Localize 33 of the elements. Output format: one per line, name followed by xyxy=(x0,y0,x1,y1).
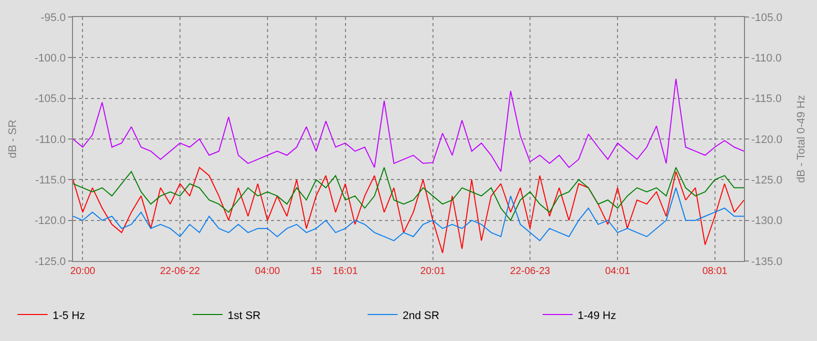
legend-label: 2nd SR xyxy=(402,310,440,322)
y-axis-title: dB - SR xyxy=(7,120,20,158)
legend-label: 1-5 Hz xyxy=(52,310,86,322)
line-series xyxy=(73,187,744,242)
line-series xyxy=(73,78,744,172)
line-series xyxy=(73,166,744,221)
y2-tick-label: -125.0 xyxy=(751,174,782,187)
y-tick-label: -100.0 xyxy=(34,52,66,65)
x-tick-label: 22-06-23 xyxy=(510,266,551,277)
y-tick-label: -120.0 xyxy=(34,215,66,228)
y2-tick-label: -135.0 xyxy=(751,256,782,268)
y2-tick-label: -110.0 xyxy=(751,52,782,65)
x-tick-label: 20:01 xyxy=(420,266,446,277)
y-tick-label: -125.0 xyxy=(34,256,66,268)
y2-tick-label: -130.0 xyxy=(751,215,782,228)
x-tick-label: 20:00 xyxy=(70,266,96,277)
y-tick-label: -115.0 xyxy=(35,174,66,187)
x-tick-label: 08:01 xyxy=(702,266,728,277)
y2-tick-label: -120.0 xyxy=(751,134,782,146)
y2-tick-label: -115.0 xyxy=(751,93,782,106)
line-series xyxy=(73,166,744,254)
y-tick-label: -105.0 xyxy=(34,93,66,106)
y2-axis-title: dB - Total 0-49 Hz xyxy=(796,95,808,183)
y-tick-label: -110.0 xyxy=(35,134,66,146)
x-tick-label: 16:01 xyxy=(332,266,358,277)
legend-label: 1-49 Hz xyxy=(578,310,616,322)
y2-tick-label: -105.0 xyxy=(751,12,782,24)
legend-label: 1st SR xyxy=(228,310,261,322)
x-tick-label: 22-06-22 xyxy=(160,266,200,277)
x-tick-label: 15 xyxy=(310,266,322,277)
x-tick-label: 04:00 xyxy=(254,266,280,277)
y-tick-label: -95.0 xyxy=(40,12,66,24)
x-tick-label: 04:01 xyxy=(605,266,631,277)
